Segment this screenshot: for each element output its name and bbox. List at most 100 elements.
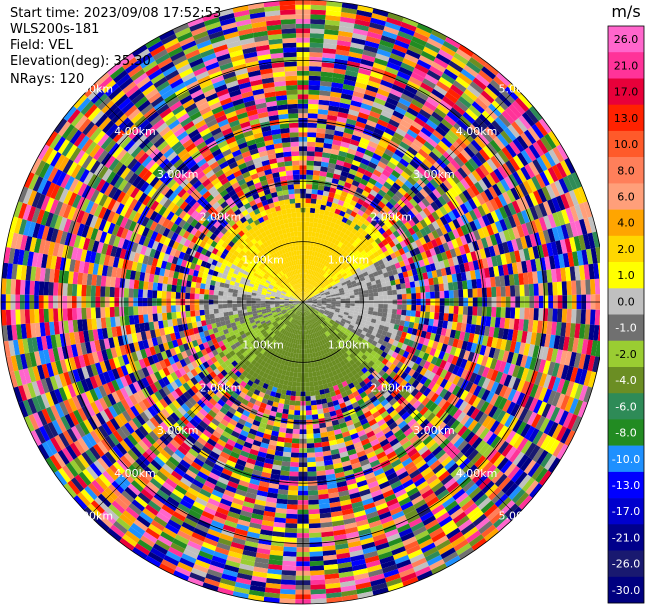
velocity-gate [322,147,332,154]
velocity-gate [309,47,323,53]
velocity-gate [318,99,330,106]
velocity-gate [334,289,340,293]
velocity-gate [315,326,319,332]
velocity-gate [384,127,396,137]
velocity-gate [348,324,355,329]
velocity-gate [521,223,530,237]
velocity-gate [385,254,393,262]
velocity-gate [309,279,312,285]
velocity-gate [289,471,299,477]
velocity-gate [522,272,529,285]
velocity-gate [84,485,98,501]
velocity-gate [265,327,271,333]
velocity-gate [304,254,307,260]
velocity-gate [433,349,441,358]
velocity-gate [345,70,359,78]
velocity-gate [389,185,398,195]
velocity-gate [536,320,543,334]
velocity-gate [392,268,398,276]
velocity-gate [294,410,301,416]
velocity-gate [257,358,263,365]
velocity-gate [287,380,293,387]
velocity-gate [329,242,335,249]
velocity-gate [411,120,424,131]
velocity-gate [307,466,317,472]
velocity-gate [384,21,401,31]
velocity-gate [363,219,371,227]
velocity-gate [280,339,285,345]
velocity-gate [481,257,489,269]
velocity-gate [217,422,227,431]
velocity-gate [292,323,296,329]
velocity-gate [366,317,372,323]
velocity-gate [400,224,408,233]
velocity-gate [569,237,577,253]
velocity-gate [311,287,316,292]
velocity-gate [256,411,264,418]
velocity-gate [460,443,472,455]
velocity-gate [237,519,251,527]
velocity-gate [373,292,379,297]
velocity-gate [569,367,579,383]
velocity-gate [343,223,350,230]
velocity-gate [213,551,228,560]
velocity-gate [306,348,310,354]
velocity-gate [479,325,486,336]
velocity-gate [409,316,416,323]
velocity-gate [442,275,448,284]
velocity-gate [370,280,377,286]
velocity-gate [443,259,450,268]
velocity-gate [328,226,334,233]
velocity-gate [260,360,266,367]
velocity-gate [509,340,517,353]
velocity-gate [288,347,292,353]
velocity-gate [307,302,313,304]
velocity-gate [175,396,185,407]
velocity-gate [139,511,154,524]
velocity-gate [307,485,318,491]
velocity-gate [238,373,246,381]
velocity-gate [300,316,302,321]
velocity-gate [316,296,322,299]
velocity-gate [391,510,405,520]
velocity-gate [363,185,372,194]
velocity-gate [265,582,281,589]
velocity-gate [377,189,387,198]
velocity-gate [225,459,237,468]
velocity-gate [270,406,278,413]
velocity-gate [471,53,487,67]
velocity-gate [404,366,412,375]
velocity-gate [291,313,295,318]
velocity-gate [475,73,490,87]
velocity-gate [392,214,400,223]
velocity-gate [411,293,417,300]
velocity-gate [306,269,309,275]
velocity-gate [262,382,269,390]
velocity-gate [288,480,299,486]
velocity-gate [296,310,300,316]
velocity-gate [493,438,506,452]
velocity-gate [249,585,266,593]
velocity-gate [443,427,454,439]
velocity-gate [304,250,308,255]
velocity-gate [183,549,199,560]
velocity-gate [332,354,338,361]
velocity-gate [316,346,321,352]
velocity-gate [456,119,469,131]
velocity-gate [341,594,358,602]
velocity-gate [337,332,343,338]
velocity-gate [306,304,311,308]
velocity-gate [366,347,373,354]
velocity-gate [123,452,136,465]
velocity-gate [383,26,400,36]
velocity-gate [469,81,484,94]
velocity-gate [489,358,498,370]
velocity-gate [370,578,387,587]
velocity-gate [426,271,433,279]
velocity-gate [564,191,575,208]
velocity-gate [337,155,346,162]
velocity-gate [364,246,371,254]
velocity-gate [421,197,431,208]
velocity-gate [189,431,200,441]
velocity-gate [317,279,322,285]
